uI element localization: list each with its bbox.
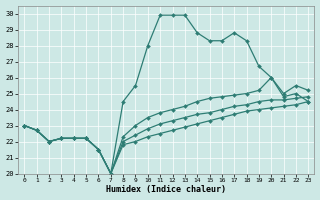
X-axis label: Humidex (Indice chaleur): Humidex (Indice chaleur) [106,185,226,194]
